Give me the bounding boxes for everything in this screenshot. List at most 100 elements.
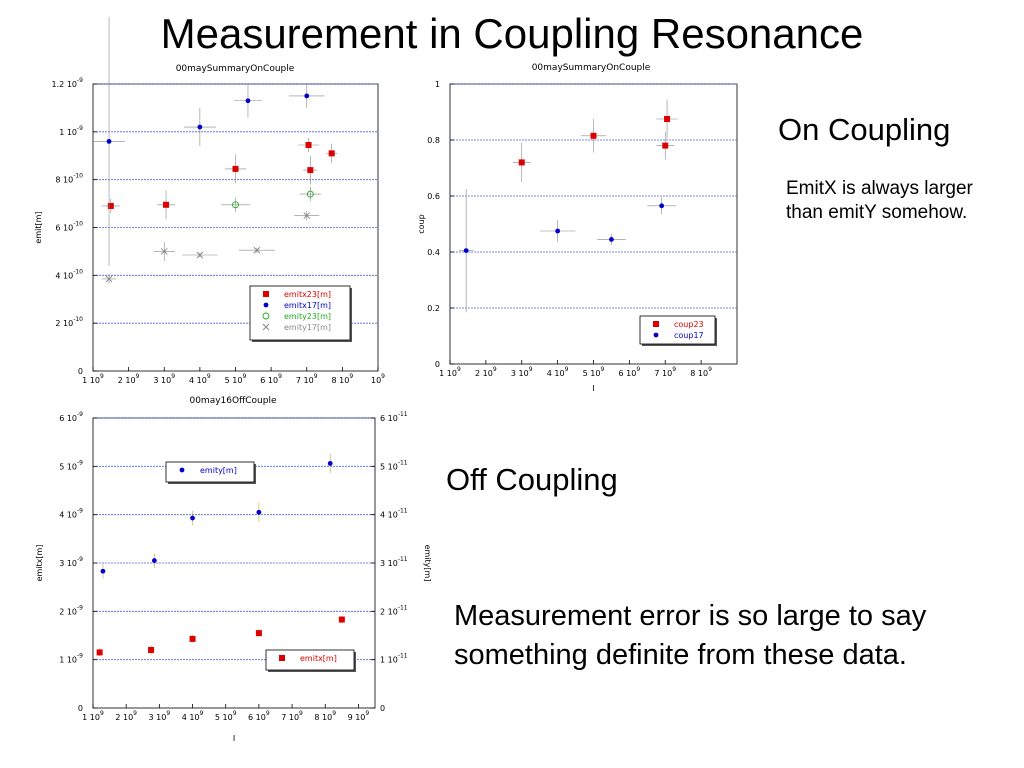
slide-title: Measurement in Coupling Resonance: [160, 10, 864, 57]
legend-emity: emity[m]: [165, 461, 256, 484]
y-tick-label: 1: [435, 80, 440, 89]
data-point: [148, 647, 155, 653]
x-tick-label: 9 109: [348, 710, 370, 722]
y2-axis-label: emity[m]: [423, 545, 432, 582]
y2-tick-label: 6 10-11: [380, 411, 408, 423]
data-point: [106, 139, 112, 144]
data-point: [100, 568, 106, 574]
legend-marker: [653, 321, 659, 327]
legend-entry: emity[m]: [200, 466, 237, 475]
series-emitx-m-: [96, 615, 345, 657]
y-tick-label: 3 10-9: [59, 556, 83, 568]
y2-tick-label: 5 10-11: [380, 459, 408, 471]
data-point: [190, 515, 195, 521]
data-point: [327, 461, 333, 466]
x-tick-label: 1 109: [82, 373, 104, 385]
data-point: [305, 141, 312, 148]
y2-tick-label: 0: [380, 704, 385, 713]
x-tick-label: 6 109: [260, 373, 282, 385]
series-coup23: [512, 99, 678, 182]
data-point: [338, 616, 345, 623]
x-tick-label: 4 109: [547, 366, 569, 378]
y-tick-label: 0: [435, 360, 440, 369]
legend-marker: [263, 302, 269, 308]
y-axis-label: emit[m]: [34, 211, 43, 243]
x-tick-label: 7 109: [281, 710, 303, 722]
data-point: [303, 212, 311, 219]
data-point: [256, 509, 262, 515]
data-point: [232, 201, 239, 209]
legend-marker: [279, 655, 285, 661]
legend-emitx: emitx[m]: [265, 649, 356, 672]
data-point: [253, 246, 261, 254]
data-point: [304, 93, 310, 99]
data-point: [664, 116, 671, 122]
x-tick-label: 6 109: [619, 366, 641, 378]
y-tick-label: 0.4: [427, 248, 440, 257]
chart-title: 00may16OffCouple: [189, 396, 277, 406]
y2-tick-label: 4 10-11: [380, 508, 408, 520]
data-point: [189, 635, 196, 642]
emit-note: EmitX is always larger than emitY someho…: [786, 178, 973, 223]
y2-tick-label: 3 10-11: [380, 556, 408, 568]
data-point: [196, 251, 204, 259]
legend-marker: [262, 312, 270, 320]
legend-entry: emitx[m]: [300, 654, 337, 663]
x-tick-label: 8 109: [314, 710, 336, 722]
chart-title: 00maySummaryOnCouple: [532, 63, 651, 73]
data-point: [151, 558, 157, 563]
x-tick-label: 4 109: [182, 710, 204, 722]
x-tick-label: 8 109: [332, 373, 354, 385]
y-tick-label: 6 10-9: [59, 411, 83, 423]
data-point: [105, 275, 113, 283]
x-tick-label: 5 109: [583, 366, 605, 378]
x-tick-label: 3 109: [511, 366, 533, 378]
series-emitx17-m-: [93, 17, 325, 266]
legend-entry: coup17: [674, 331, 704, 340]
x-tick-label: 3 109: [149, 710, 171, 722]
data-point: [662, 142, 669, 149]
y-axis-label: emitx[m]: [35, 545, 44, 582]
legend-entry: emity17[m]: [284, 323, 331, 332]
data-point: [518, 159, 525, 166]
legend-marker: [179, 467, 185, 473]
legend-box: [165, 461, 255, 483]
data-point: [197, 124, 203, 130]
y-tick-label: 6 10-10: [55, 221, 83, 233]
y-tick-label: 0.2: [427, 304, 440, 313]
x-tick-label: 2 109: [118, 373, 140, 385]
data-point: [255, 630, 262, 637]
conclusion-text: Measurement error is so large to say som…: [454, 600, 927, 671]
data-point: [245, 98, 251, 104]
chart-legend: coup23 coup17: [639, 315, 717, 346]
x-tick-label: 1 109: [439, 366, 461, 378]
y-axis-label: coup: [417, 214, 426, 233]
legend-box: [265, 649, 355, 671]
series-emity17-m-: [101, 210, 320, 284]
y2-tick-label: 1 10-11: [380, 653, 408, 665]
x-tick-label: 7 109: [654, 366, 676, 378]
data-point: [306, 190, 314, 198]
x-tick-label: 2 109: [115, 710, 137, 722]
chart-legend: emitx23[m] emitx17[m] emity23[m] emity17[m]: [249, 285, 352, 342]
data-point: [609, 237, 614, 242]
y-tick-label: 2 10-9: [59, 604, 83, 616]
x-tick-label: 5 109: [225, 373, 247, 385]
data-point: [659, 203, 665, 209]
legend-box: [639, 315, 716, 345]
legend-marker: [262, 323, 270, 331]
legend-entry: emity23[m]: [284, 312, 331, 321]
y-tick-label: 8 10-10: [55, 173, 83, 185]
legend-entry: coup23: [674, 320, 704, 329]
legend-entry: emitx17[m]: [284, 301, 331, 310]
data-point: [555, 228, 561, 234]
data-point: [160, 248, 168, 255]
series-emity23-m-: [221, 186, 321, 212]
x-tick-label: 3 109: [153, 373, 175, 385]
y-tick-label: 2 10-10: [55, 316, 83, 328]
y-tick-label: 0: [78, 704, 83, 713]
x-axis-label: I: [592, 384, 594, 393]
